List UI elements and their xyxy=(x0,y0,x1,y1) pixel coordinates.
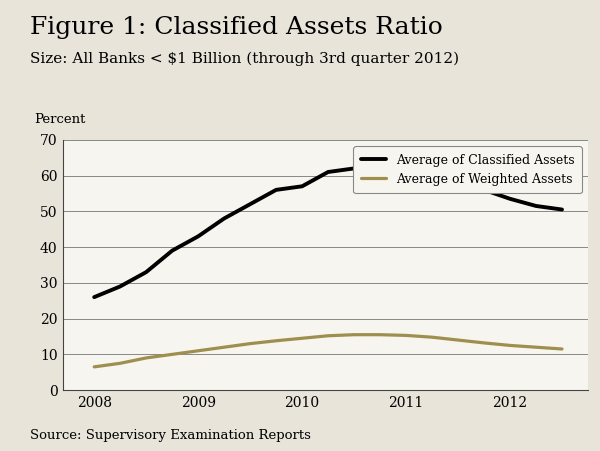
Text: Size: All Banks < $1 Billion (through 3rd quarter 2012): Size: All Banks < $1 Billion (through 3r… xyxy=(30,52,459,66)
Legend: Average of Classified Assets, Average of Weighted Assets: Average of Classified Assets, Average of… xyxy=(353,146,582,193)
Text: Source: Supervisory Examination Reports: Source: Supervisory Examination Reports xyxy=(30,429,311,442)
Text: Percent: Percent xyxy=(34,113,86,126)
Text: Figure 1: Classified Assets Ratio: Figure 1: Classified Assets Ratio xyxy=(30,16,443,39)
